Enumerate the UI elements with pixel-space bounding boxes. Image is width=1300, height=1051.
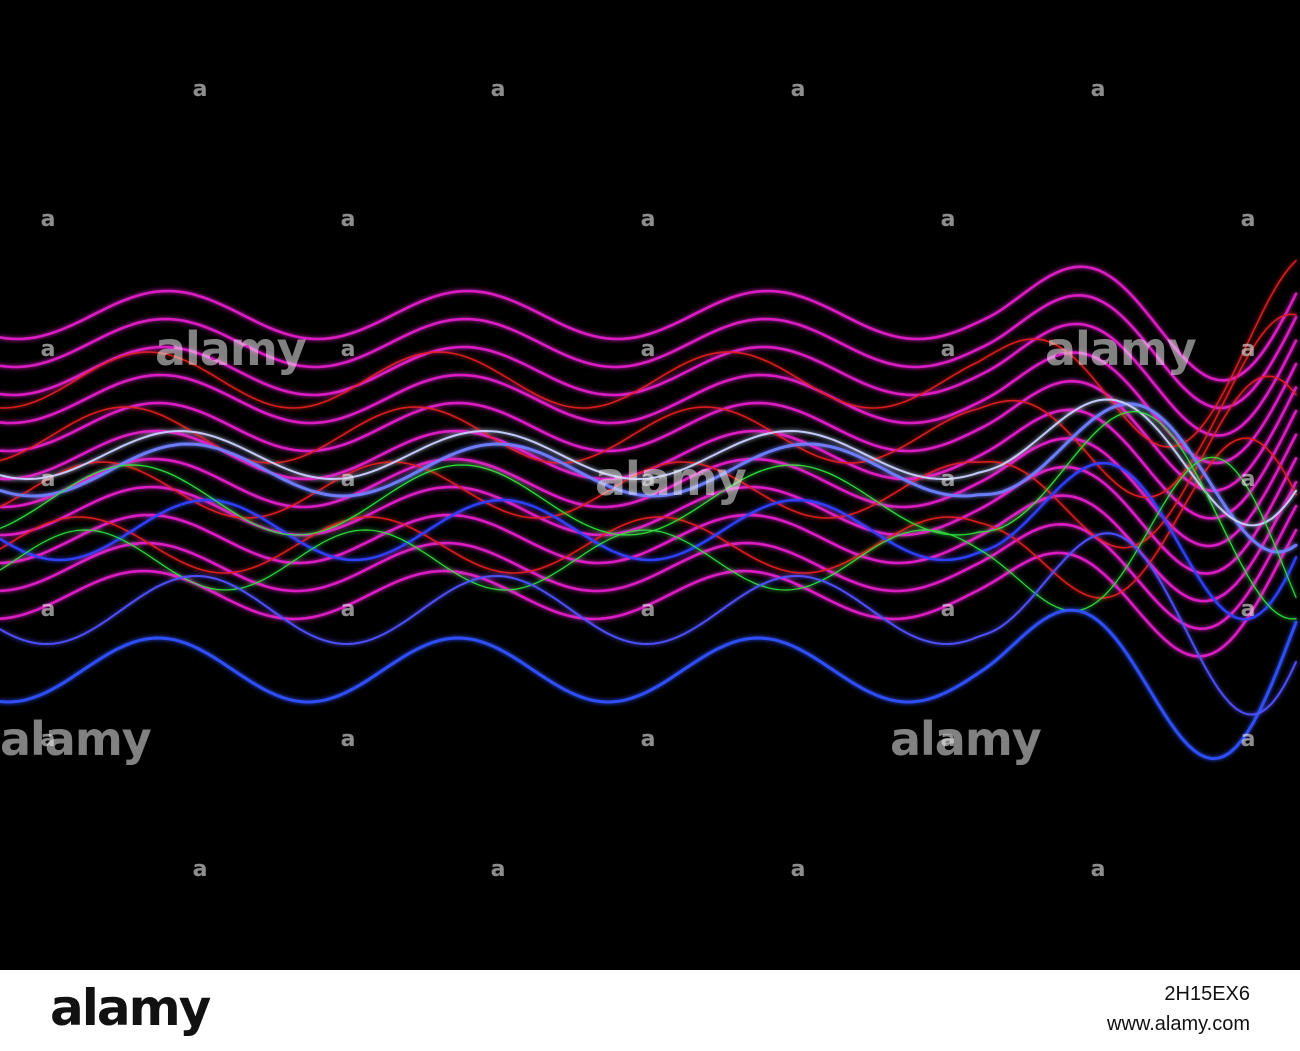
watermark-icon: a	[193, 857, 208, 882]
watermark-icon: a	[491, 77, 506, 102]
watermark-icon: a	[791, 77, 806, 102]
watermark-icon: a	[1241, 597, 1256, 622]
watermark-icon: a	[791, 857, 806, 882]
watermark-icon: a	[41, 727, 56, 752]
watermark: alamy	[155, 322, 307, 376]
watermark-icon: a	[341, 467, 356, 492]
watermark-icon: a	[341, 207, 356, 232]
photo-background	[0, 0, 1300, 970]
watermark-icon: a	[193, 77, 208, 102]
light-trail	[0, 375, 1297, 549]
watermark-icon: a	[1241, 727, 1256, 752]
watermark-icon: a	[341, 337, 356, 362]
watermark-icon: a	[641, 467, 656, 492]
watermark-icon: a	[641, 727, 656, 752]
light-trails	[0, 259, 1298, 761]
light-trail	[0, 293, 1298, 410]
light-trail	[0, 480, 1298, 603]
light-trail	[0, 259, 1297, 448]
light-trail	[0, 402, 1298, 554]
image-id: 2H15EX6	[1164, 983, 1250, 1005]
watermark-icon: a	[41, 467, 56, 492]
watermark-icon: a	[1091, 77, 1106, 102]
watermark-icon: a	[341, 727, 356, 752]
watermark-icon: a	[641, 337, 656, 362]
light-trail	[0, 437, 1297, 599]
watermark: alamy	[595, 452, 747, 506]
light-trail	[0, 532, 1297, 716]
footer-bar	[0, 970, 1300, 1051]
watermark-icon: a	[641, 597, 656, 622]
watermark-icon: a	[41, 337, 56, 362]
watermark: alamy	[890, 712, 1042, 766]
watermark-icon: a	[941, 337, 956, 362]
watermark-icon: a	[1091, 857, 1106, 882]
watermark-icon: a	[1241, 467, 1256, 492]
light-trail	[0, 379, 1298, 493]
light-trail	[0, 410, 1297, 620]
site-url: www.alamy.com	[1106, 1013, 1250, 1035]
watermark-icon: a	[1241, 337, 1256, 362]
watermark-icon: a	[941, 207, 956, 232]
light-trail	[0, 528, 1298, 658]
watermark-icon: a	[941, 597, 956, 622]
footer-logo: alamy	[50, 979, 211, 1037]
watermark-icon: a	[941, 467, 956, 492]
watermark-icon: a	[1241, 207, 1256, 232]
watermark-icon: a	[941, 727, 956, 752]
light-trail	[0, 351, 1298, 465]
watermark: alamy	[1045, 322, 1197, 376]
light-trail	[0, 265, 1298, 382]
watermark-icon: a	[41, 597, 56, 622]
light-trail	[0, 398, 1297, 527]
light-trail	[0, 322, 1298, 437]
watermark-icon: a	[491, 857, 506, 882]
watermark-icon: a	[641, 207, 656, 232]
light-trail	[0, 608, 1298, 761]
light-trail	[0, 504, 1298, 631]
watermark-icon: a	[341, 597, 356, 622]
watermark: alamy	[0, 712, 152, 766]
watermark-icon: a	[41, 207, 56, 232]
light-trail	[0, 313, 1297, 499]
